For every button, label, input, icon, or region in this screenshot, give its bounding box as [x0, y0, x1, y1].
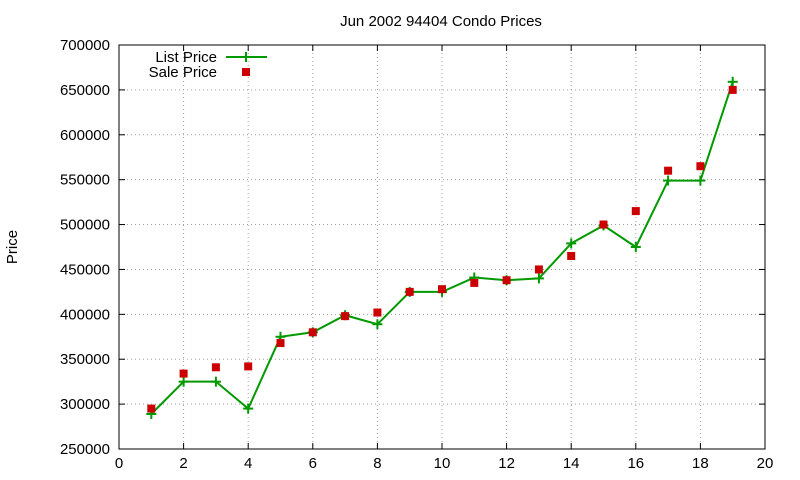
sale-price-point	[341, 312, 350, 321]
x-tick-label: 4	[244, 455, 252, 472]
list-price-point	[372, 319, 383, 330]
x-tick-label: 0	[115, 455, 123, 472]
y-tick-label: 350000	[60, 351, 110, 368]
list-price-point	[566, 238, 577, 249]
list-price-point	[178, 376, 189, 387]
sale-price-point	[664, 166, 673, 175]
sale-price-point	[308, 328, 317, 337]
sale-price-point	[373, 308, 382, 317]
list-price-point	[630, 242, 641, 252]
list-price-point	[695, 175, 706, 186]
y-tick-label: 500000	[60, 217, 110, 234]
x-tick-label: 2	[179, 455, 187, 472]
sale-price-point	[405, 287, 414, 296]
sale-price-point	[631, 207, 640, 216]
x-tick-label: 8	[373, 455, 381, 472]
y-axis-label: Price	[4, 230, 21, 264]
grid-lines	[119, 45, 765, 449]
list-price-line	[150, 81, 734, 415]
sale-price-point	[179, 369, 188, 378]
sale-price-point	[276, 339, 285, 348]
y-tick-label: 300000	[60, 396, 110, 413]
list-price-point	[243, 403, 254, 414]
sale-price-point	[534, 265, 543, 274]
sale-price-point	[438, 285, 446, 294]
legend-square-marker	[242, 68, 250, 76]
y-tick-label: 400000	[60, 306, 110, 323]
sale-price-point	[696, 162, 705, 171]
list-price-point	[663, 175, 674, 186]
chart-title: Jun 2002 94404 Condo Prices	[340, 13, 542, 30]
x-tick-label: 6	[309, 455, 317, 472]
y-tick-label: 600000	[60, 127, 110, 144]
x-tick-label: 12	[498, 455, 515, 472]
sale-price-point	[567, 251, 576, 260]
sale-price-point	[147, 404, 156, 413]
y-tick-label: 250000	[60, 441, 110, 458]
sale-price-point	[728, 85, 737, 94]
y-tick-label: 550000	[60, 172, 110, 189]
sale-price-point	[470, 278, 479, 287]
legend-label: Sale Price	[149, 64, 217, 81]
series-list-price	[146, 76, 738, 419]
sale-price-point	[502, 276, 511, 285]
x-tick-label: 18	[692, 455, 709, 472]
sale-price-point	[211, 363, 220, 372]
y-tick-label: 700000	[60, 37, 110, 54]
x-tick-label: 16	[627, 455, 644, 472]
sale-price-point	[599, 220, 608, 229]
series-sale-price	[147, 85, 737, 413]
list-price-point	[210, 376, 221, 387]
list-price-point	[533, 273, 544, 284]
y-tick-label: 650000	[60, 82, 110, 99]
plot-frame	[118, 44, 766, 450]
x-tick-label: 10	[434, 455, 451, 472]
x-tick-label: 20	[757, 455, 774, 472]
legend-plus-marker	[241, 52, 251, 62]
x-tick-label: 14	[563, 455, 580, 472]
series-layer	[146, 76, 738, 419]
legend-label: List Price	[155, 49, 217, 66]
y-tick-label: 450000	[60, 261, 110, 278]
axis-ticks: 0 2 4 6 8 10 12 14 16 18 20 250000 300000 350000 40000…	[60, 37, 773, 472]
sale-price-point	[244, 362, 253, 371]
list-price-point	[727, 76, 738, 87]
